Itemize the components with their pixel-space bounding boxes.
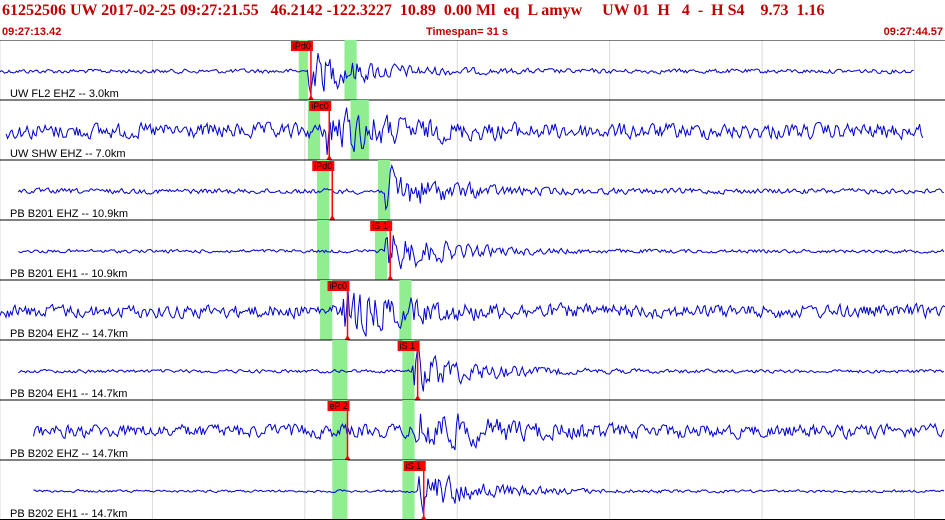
pick-window bbox=[332, 340, 348, 400]
pick-label: iS 1 bbox=[400, 341, 416, 351]
waveform-trace bbox=[18, 235, 945, 270]
pick-triangle bbox=[329, 215, 336, 220]
pick-label: iPc0 bbox=[330, 281, 348, 291]
waveform-trace bbox=[17, 163, 944, 211]
pick-label: iS 1 bbox=[372, 221, 388, 231]
waveform-trace bbox=[0, 289, 945, 337]
trace-label: PB B201 EHZ -- 10.9km bbox=[10, 208, 128, 220]
pick-flag bbox=[403, 461, 426, 471]
seismogram-plot[interactable]: iPd0 UW FL2 EHZ -- 3.0km iPc0 UW SHW EHZ --… bbox=[0, 40, 945, 520]
waveform-trace bbox=[5, 107, 924, 155]
pick-label: iS 1 bbox=[406, 461, 422, 471]
trace-label: UW SHW EHZ -- 7.0km bbox=[10, 148, 126, 160]
pick-flag bbox=[327, 401, 350, 411]
pick-triangle bbox=[387, 275, 394, 280]
trace-label: PB B204 EH1 -- 14.7km bbox=[10, 388, 127, 400]
pick-label: eP 2 bbox=[330, 401, 348, 411]
pick-window bbox=[307, 100, 321, 160]
trace-label: PB B204 EHZ -- 14.7km bbox=[10, 328, 128, 340]
event-header: 61252506 UW 2017-02-25 09:27:21.55 46.21… bbox=[0, 0, 945, 40]
pick-flag bbox=[397, 341, 420, 351]
pick-flag bbox=[309, 101, 332, 111]
trace-label: PB B202 EH1 -- 14.7km bbox=[10, 508, 127, 520]
timespan-label: Timespan= 31 s bbox=[426, 26, 509, 38]
pick-triangle bbox=[344, 335, 351, 340]
pick-window bbox=[402, 460, 415, 520]
trace-label: UW FL2 EHZ -- 3.0km bbox=[10, 88, 119, 100]
pick-triangle bbox=[420, 515, 427, 520]
pick-label: iPc0 bbox=[311, 101, 329, 111]
waveform-trace bbox=[33, 474, 945, 515]
pick-flag bbox=[290, 41, 313, 51]
waveform-trace bbox=[33, 413, 945, 451]
pick-window bbox=[402, 400, 415, 460]
pick-window bbox=[374, 220, 388, 280]
pick-triangle bbox=[344, 455, 351, 460]
pick-flag bbox=[327, 281, 350, 291]
pick-window bbox=[320, 280, 333, 340]
pick-window bbox=[344, 40, 357, 100]
pick-flag bbox=[370, 221, 393, 231]
pick-label: iPd0 bbox=[293, 41, 311, 51]
pick-triangle bbox=[307, 95, 314, 100]
pick-triangle bbox=[414, 395, 421, 400]
waveform-trace bbox=[18, 347, 945, 392]
pick-flag bbox=[312, 161, 335, 171]
pick-window bbox=[317, 220, 330, 280]
pick-window bbox=[399, 280, 412, 340]
start-time-label: 09:27:13.42 bbox=[2, 26, 62, 38]
trace-label: PB B202 EHZ -- 14.7km bbox=[10, 448, 128, 460]
event-summary-line: 61252506 UW 2017-02-25 09:27:21.55 46.21… bbox=[2, 2, 825, 19]
end-time-label: 09:27:44.57 bbox=[883, 26, 943, 38]
pick-triangle bbox=[326, 155, 333, 160]
waveform-trace bbox=[0, 53, 914, 94]
pick-label: iPd0 bbox=[314, 161, 332, 171]
trace-label: PB B201 EH1 -- 10.9km bbox=[10, 268, 127, 280]
pick-window bbox=[298, 40, 308, 100]
